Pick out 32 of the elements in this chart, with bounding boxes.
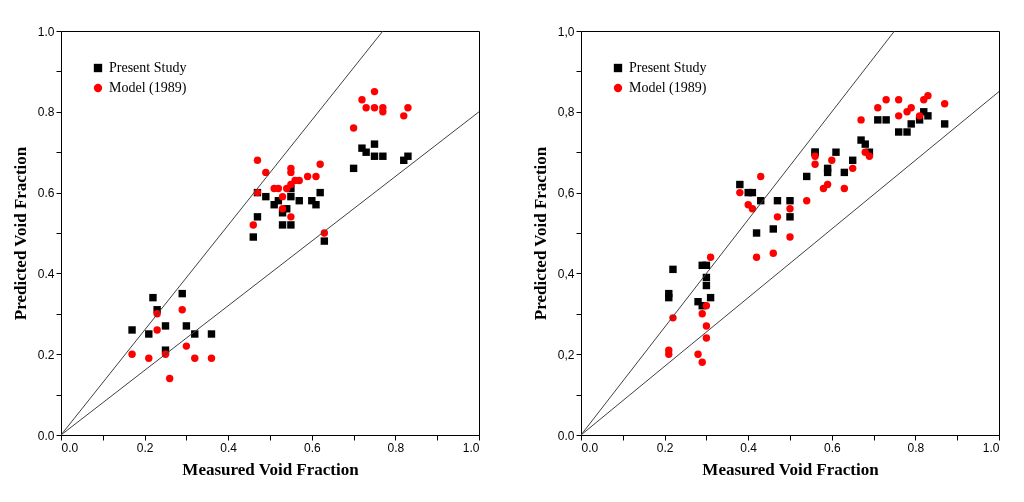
x-tick-label: 0.8 (387, 440, 405, 455)
y-tick-label: 1,0 (557, 24, 575, 39)
x-tick-label: 1.0 (982, 440, 1000, 455)
x-tick-label: 0.0 (61, 440, 79, 455)
y-tick-label: 0.2 (37, 347, 55, 362)
x-tick-label: 0.6 (823, 440, 841, 455)
legend-label: Present Study (109, 60, 187, 75)
y-tick-label: 0.4 (37, 266, 55, 281)
legend-label: Present Study (629, 60, 707, 75)
y-tick-label: 0,4 (557, 266, 575, 281)
x-tick-label: 0.6 (303, 440, 321, 455)
x-tick-label: 0.2 (136, 440, 154, 455)
y-tick-label: 0.8 (37, 105, 55, 120)
x-tick-label: 0.0 (581, 440, 599, 455)
y-tick-label: 0.0 (37, 428, 55, 443)
y-axis-title: Predicted Void Fraction (530, 146, 550, 321)
x-axis-title: Measured Void Fraction (182, 459, 360, 479)
x-axis-title: Measured Void Fraction (702, 459, 880, 479)
x-tick-label: 0.8 (907, 440, 925, 455)
y-tick-label: 1.0 (37, 24, 55, 39)
y-tick-label: 0.6 (37, 186, 55, 201)
y-tick-label: 0,8 (557, 105, 575, 120)
x-tick-label: 1.0 (462, 440, 480, 455)
legend-label: Model (1989) (109, 80, 187, 96)
y-tick-label: 0,2 (557, 347, 575, 362)
legend-label: Model (1989) (629, 80, 707, 96)
y-tick-label: 0.0 (557, 428, 575, 443)
x-tick-label: 0.2 (656, 440, 674, 455)
y-tick-label: 0,6 (557, 186, 575, 201)
x-tick-label: 0.4 (740, 440, 758, 455)
x-tick-label: 0.4 (220, 440, 238, 455)
y-axis-title: Predicted Void Fraction (10, 146, 30, 321)
